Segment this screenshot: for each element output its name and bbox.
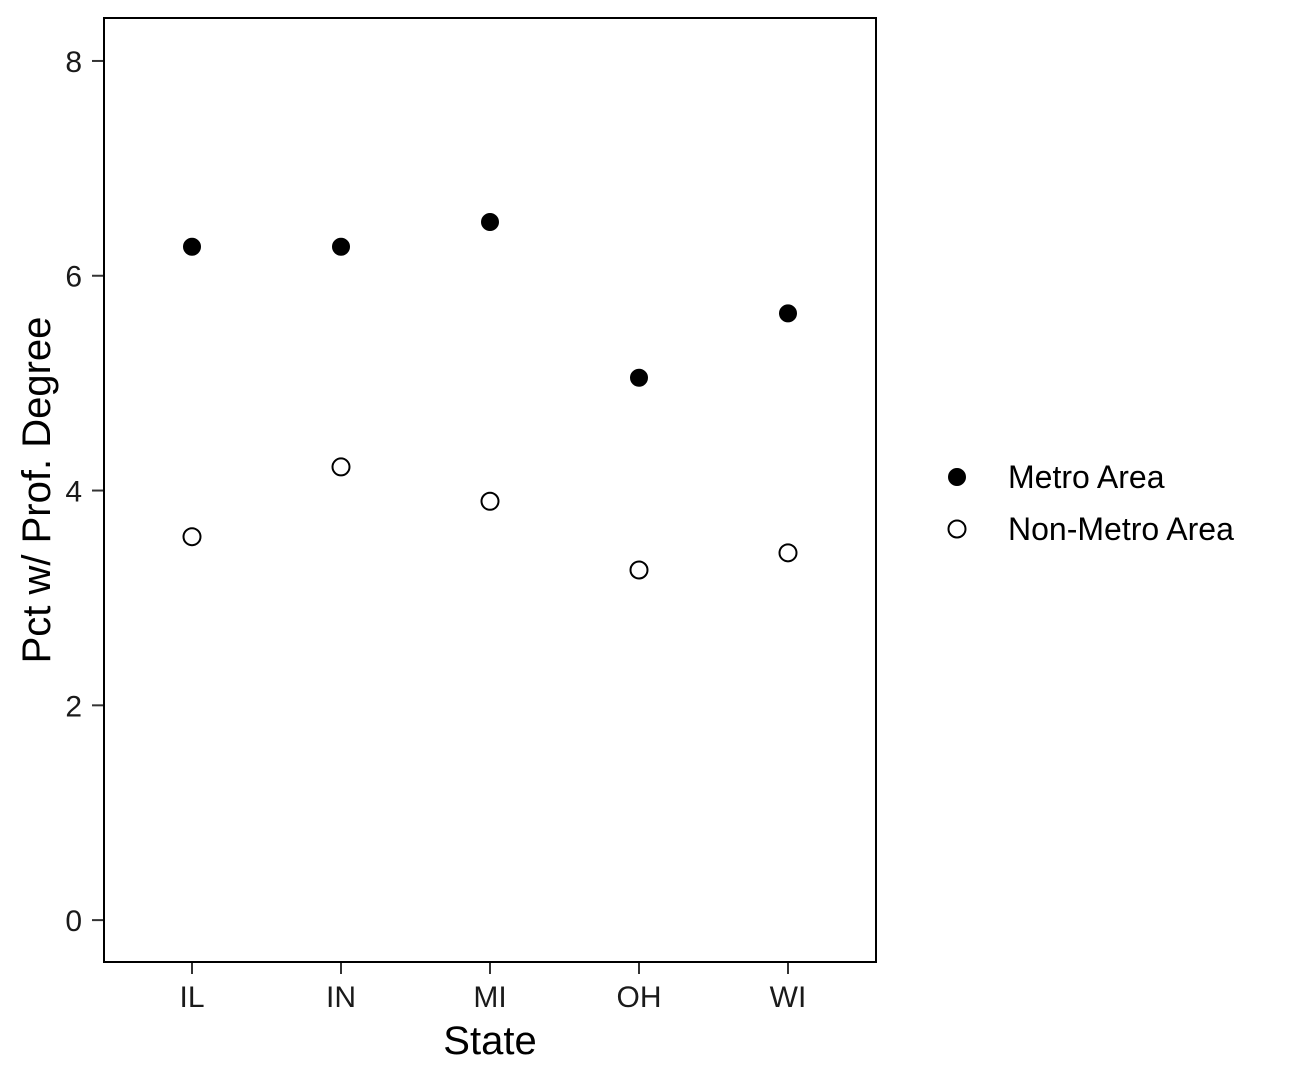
data-points <box>182 213 798 580</box>
plot-panel-border <box>103 17 877 963</box>
legend-label: Non-Metro Area <box>1008 511 1234 547</box>
y-tick-label: 6 <box>65 261 82 294</box>
x-tick-label: IN <box>326 981 356 1014</box>
x-tick-label: MI <box>473 981 506 1014</box>
point-metro-area <box>183 237 201 256</box>
point-non-metro-area <box>480 491 500 511</box>
x-tick-label: IL <box>179 981 204 1014</box>
point-non-metro-area <box>629 560 649 580</box>
y-tick-label: 2 <box>65 690 82 723</box>
legend: Metro Area Non-Metro Area <box>947 459 1234 547</box>
legend-label: Metro Area <box>1008 459 1165 495</box>
x-axis-title: State <box>443 1019 536 1063</box>
x-tick-label: OH <box>617 981 662 1014</box>
point-metro-area <box>630 368 648 387</box>
point-non-metro-area <box>182 527 202 547</box>
y-axis-title: Pct w/ Prof. Degree <box>15 317 59 664</box>
x-axis: IL IN MI OH WI <box>179 962 806 1014</box>
point-non-metro-area <box>778 543 798 563</box>
y-tick-label: 0 <box>65 905 82 938</box>
y-tick-label: 8 <box>65 46 82 79</box>
y-tick-label: 4 <box>65 476 82 509</box>
point-metro-area <box>481 213 499 232</box>
point-metro-area <box>332 237 350 256</box>
x-tick-label: WI <box>770 981 807 1014</box>
point-non-metro-area <box>331 457 351 477</box>
legend-key-non-metro-area <box>947 519 967 539</box>
point-metro-area <box>779 304 797 323</box>
y-axis: 0 2 4 6 8 <box>65 46 104 938</box>
legend-key-metro-area <box>948 468 966 486</box>
